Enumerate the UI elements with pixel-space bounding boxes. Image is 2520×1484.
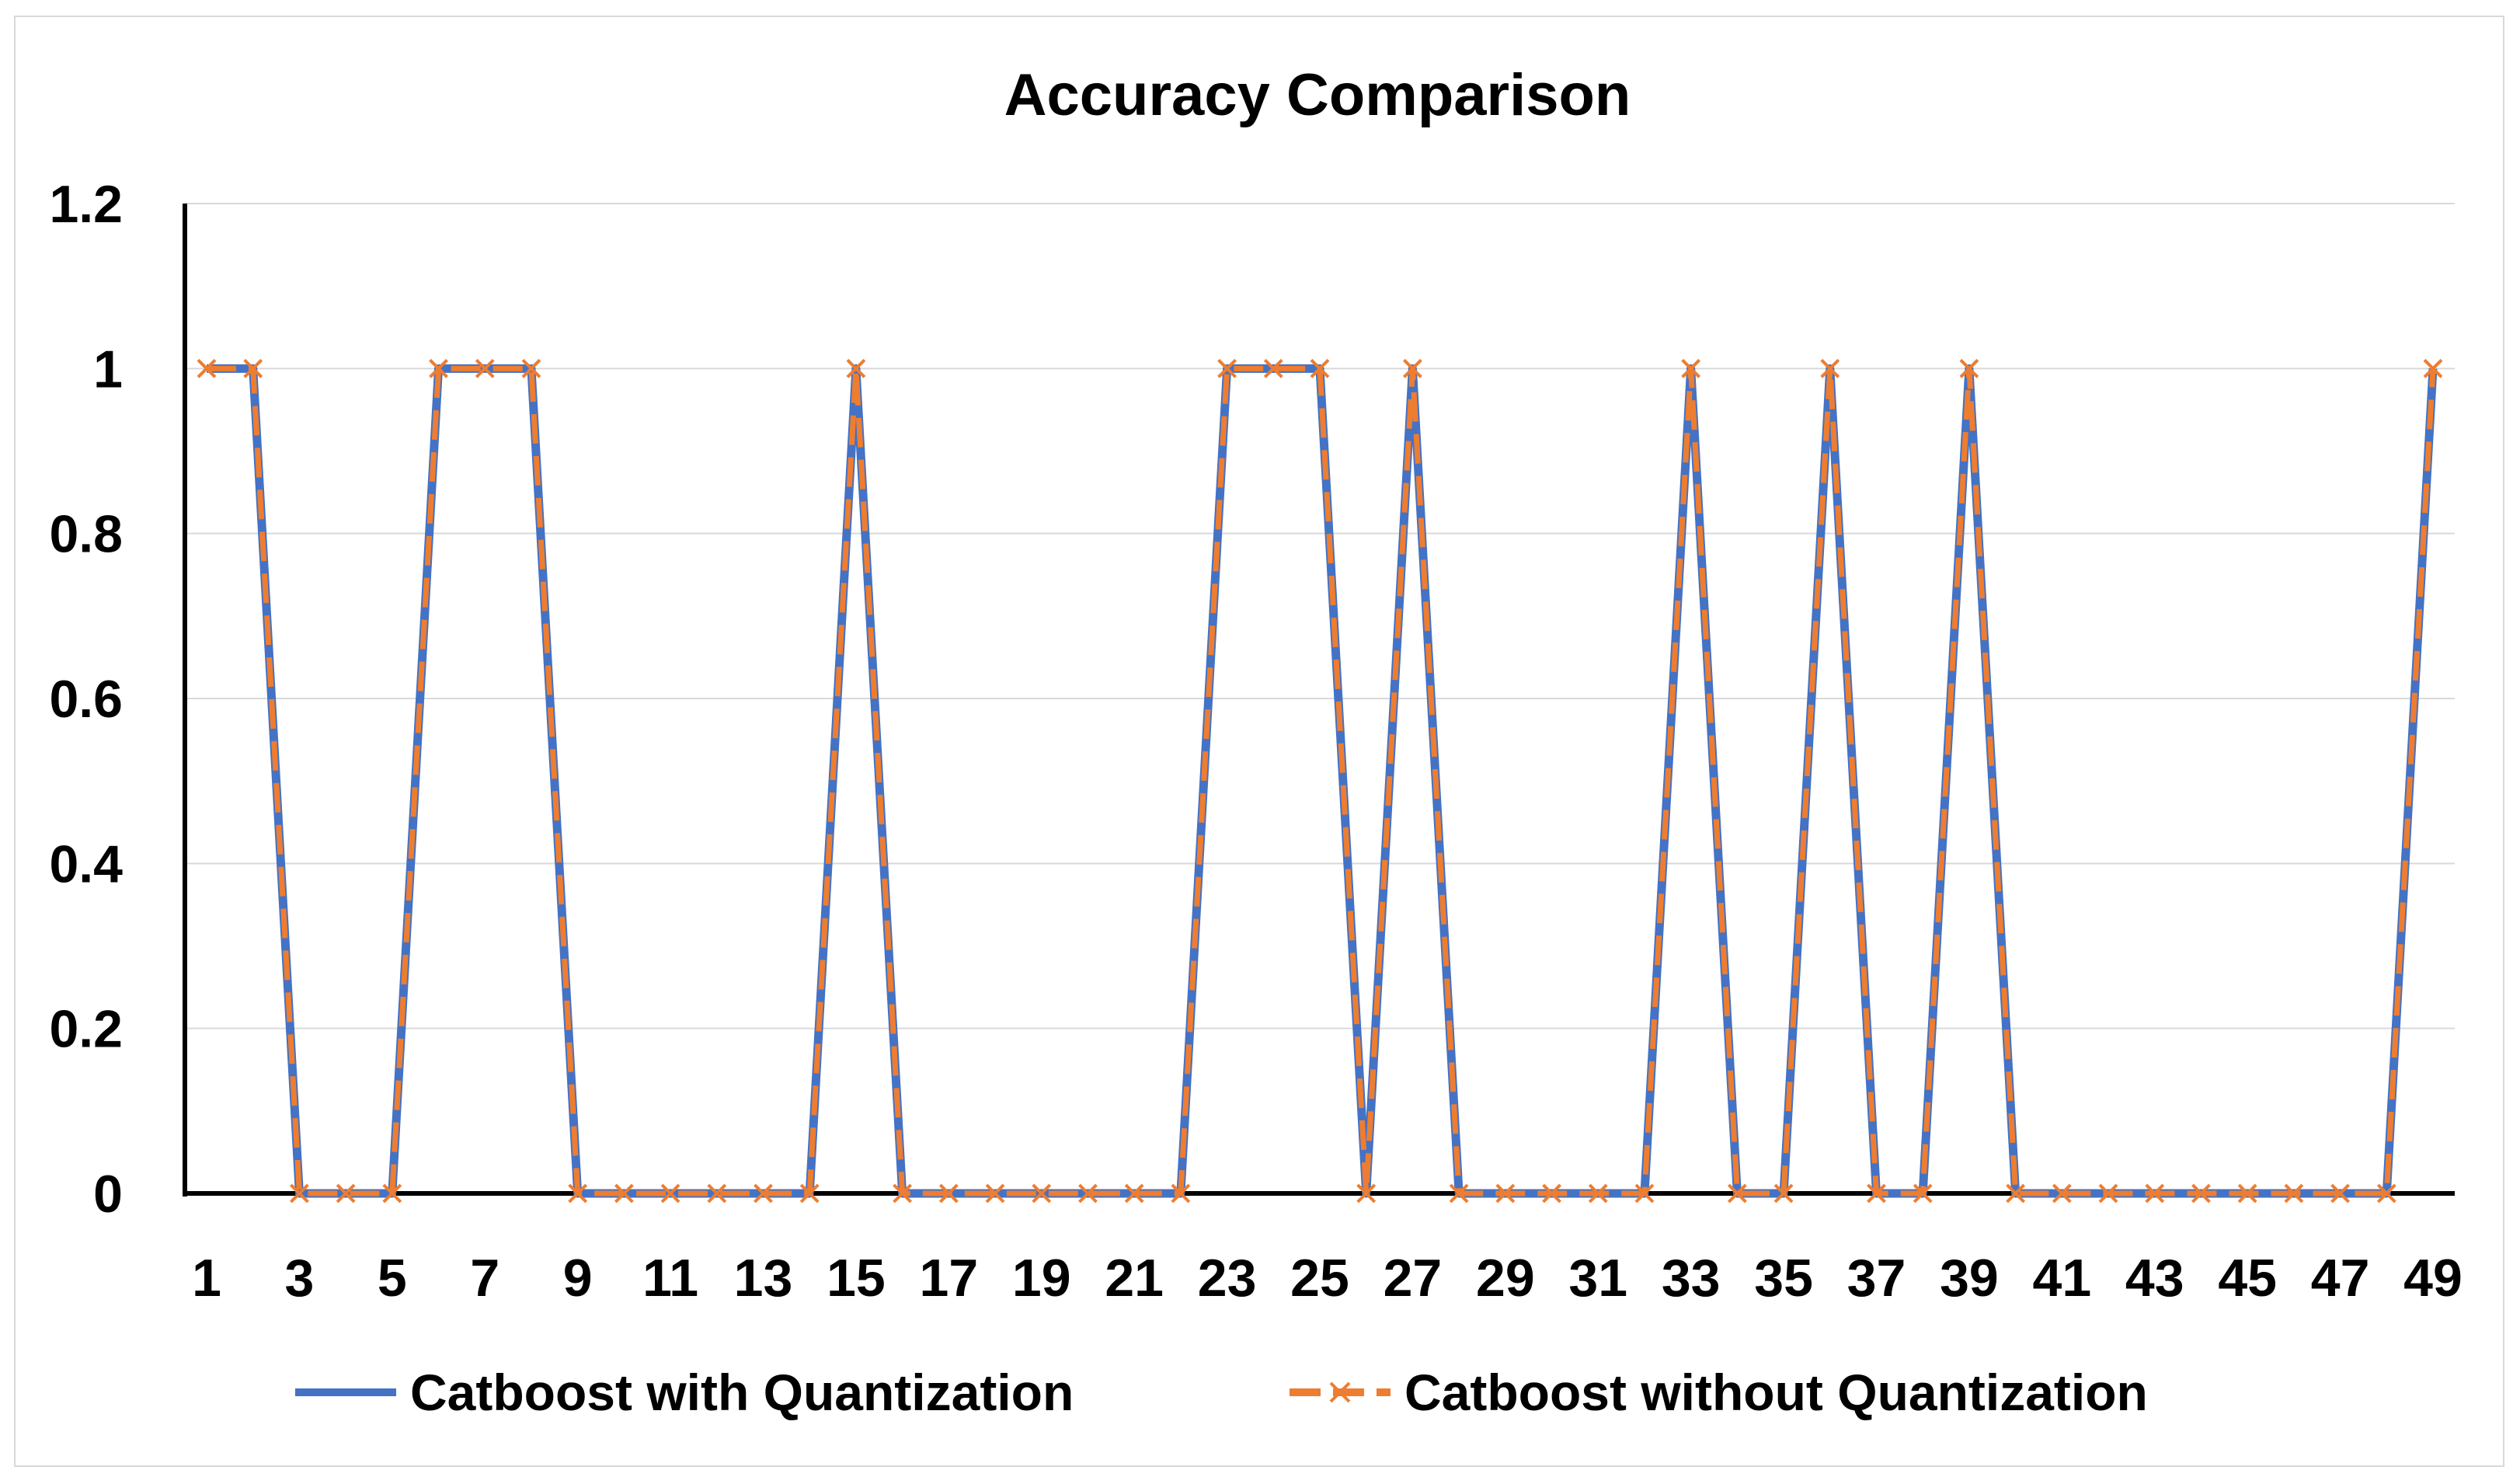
data-point-marker: [429, 358, 448, 378]
x-tick-label: 45: [2218, 1249, 2277, 1308]
data-point-marker: [2098, 1183, 2118, 1204]
chart-title: Accuracy Comparison: [1004, 62, 1631, 128]
x-tick-label: 47: [2311, 1249, 2370, 1308]
data-point-marker: [846, 358, 866, 378]
data-point-marker: [2052, 1183, 2072, 1204]
data-point-marker: [1495, 1183, 1516, 1204]
x-tick-label: 35: [1754, 1249, 1813, 1308]
data-point-marker: [660, 1183, 680, 1204]
data-point-marker: [1634, 1183, 1655, 1204]
data-point-marker: [614, 1183, 634, 1204]
series-line-1: [207, 364, 2438, 1198]
x-tick-label: 29: [1476, 1249, 1535, 1308]
data-point-marker: [1681, 358, 1701, 378]
data-point-marker: [1959, 358, 1979, 378]
x-tick-label: 37: [1847, 1249, 1906, 1308]
y-tick-label: 0.2: [49, 1000, 123, 1059]
data-point-marker: [893, 1183, 913, 1204]
x-tick-label: 9: [563, 1249, 593, 1308]
x-tick-label: 7: [470, 1249, 499, 1308]
data-point-marker: [2006, 1183, 2026, 1204]
x-tick-label: 43: [2125, 1249, 2184, 1308]
data-point-marker: [1542, 1183, 1561, 1204]
data-point-marker: [2284, 1183, 2304, 1204]
x-tick-label: 31: [1568, 1249, 1627, 1308]
legend-item-with-quantization: Catboost with Quantization: [295, 1364, 1074, 1421]
data-point-marker: [2330, 1183, 2350, 1204]
chart-frame: [14, 16, 2504, 1467]
data-point-marker: [799, 1183, 820, 1204]
legend: Catboost with Quantization Catboost with…: [295, 1364, 2148, 1421]
data-point-marker: [2423, 358, 2443, 378]
data-point-marker: [1449, 1183, 1469, 1204]
x-tick-label: 39: [1940, 1249, 1999, 1308]
y-tick-label: 0: [93, 1165, 123, 1224]
data-point-marker: [707, 1183, 727, 1204]
y-tick-label: 1: [93, 340, 123, 399]
y-tick-label: 1.2: [49, 175, 123, 234]
data-point-marker: [2145, 1183, 2165, 1204]
data-point-marker: [1078, 1183, 1098, 1204]
x-tick-label: 25: [1290, 1249, 1349, 1308]
x-tick-label: 33: [1662, 1249, 1721, 1308]
data-point-marker: [1403, 358, 1422, 378]
data-point-marker: [290, 1183, 309, 1204]
x-tick-label: 41: [2033, 1249, 2092, 1308]
data-point-marker: [2237, 1183, 2257, 1204]
data-point-marker: [938, 1183, 959, 1204]
data-point-marker: [1171, 1183, 1191, 1204]
data-point-marker: [382, 1183, 402, 1204]
legend-item-without-quantization: Catboost without Quantization: [1290, 1364, 2148, 1421]
axes: [183, 204, 2455, 1197]
x-tick-label: 21: [1105, 1249, 1164, 1308]
data-point-marker: [1356, 1183, 1377, 1204]
x-tick-label: 3: [285, 1249, 315, 1308]
data-point-marker: [1727, 1183, 1747, 1204]
data-point-marker: [1588, 1183, 1608, 1204]
x-tick-label: 17: [920, 1249, 979, 1308]
data-point-marker: [521, 358, 541, 378]
data-point-marker: [475, 358, 495, 378]
x-tick-label: 19: [1012, 1249, 1071, 1308]
data-point-marker: [985, 1183, 1005, 1204]
data-point-marker: [1913, 1183, 1933, 1204]
data-point-marker: [1217, 358, 1237, 378]
data-point-marker: [1867, 1183, 1886, 1204]
series-1: [207, 364, 2438, 1198]
legend-x-marker: [1329, 1381, 1351, 1403]
data-point-marker: [568, 1183, 588, 1204]
legend-label-without-quantization: Catboost without Quantization: [1404, 1364, 2148, 1421]
x-tick-label: 1: [192, 1249, 221, 1308]
data-point-marker: [1263, 358, 1283, 378]
y-tick-label: 0.8: [49, 505, 123, 564]
data-point-marker: [1032, 1183, 1052, 1204]
data-point-marker: [1820, 358, 1840, 378]
data-point-marker: [1124, 1183, 1144, 1204]
x-axis-tick-labels: 1 3 5 7 9 11 13 15 17 19 21 23 25 27 29 31 33 35 37 39 41 43 4…: [192, 1249, 2463, 1308]
data-point-marker: [2191, 1183, 2211, 1204]
data-point-marker: [243, 358, 263, 378]
data-point-marker: [2376, 1183, 2396, 1204]
y-tick-label: 0.6: [49, 670, 123, 729]
x-tick-label: 27: [1384, 1249, 1443, 1308]
legend-label-with-quantization: Catboost with Quantization: [410, 1364, 1074, 1421]
x-tick-label: 49: [2403, 1249, 2463, 1308]
data-point-marker: [197, 358, 217, 378]
y-tick-label: 0.4: [49, 834, 123, 894]
data-point-marker: [1773, 1183, 1794, 1204]
x-tick-label: 11: [642, 1249, 698, 1308]
series-2: [197, 358, 2443, 1204]
data-point-marker: [754, 1183, 773, 1204]
x-tick-label: 5: [378, 1249, 407, 1308]
x-tick-label: 13: [734, 1249, 793, 1308]
series-layer: [197, 358, 2443, 1204]
data-point-marker: [336, 1183, 356, 1204]
x-tick-label: 15: [827, 1249, 886, 1308]
gridlines: [185, 203, 2455, 1029]
data-point-marker: [1310, 358, 1330, 378]
y-axis-tick-labels: 0 0.2 0.4 0.6 0.8 1 1.2: [49, 175, 123, 1224]
x-tick-label: 23: [1198, 1249, 1257, 1308]
